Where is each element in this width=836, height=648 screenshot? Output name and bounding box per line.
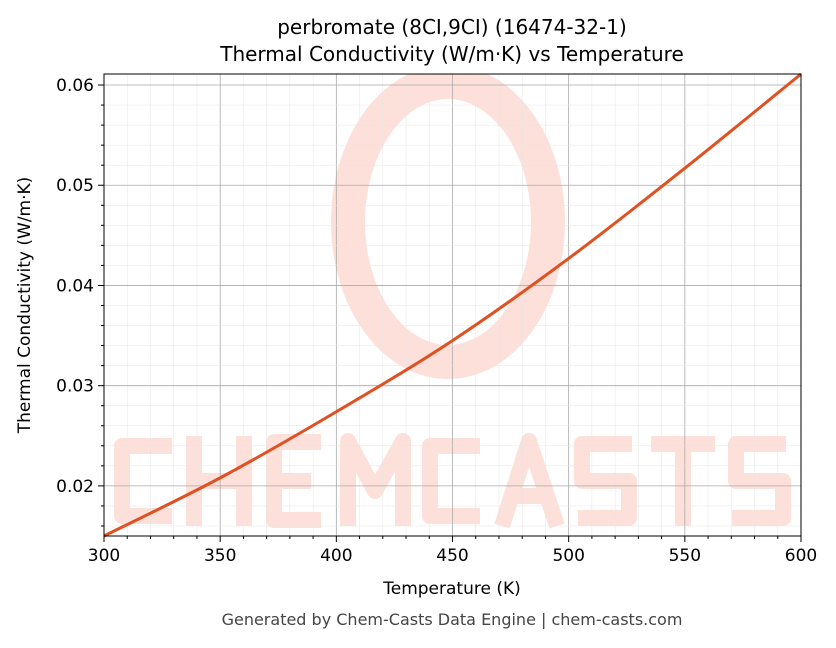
- series-line: [103, 72, 802, 538]
- y-tick-label: 0.04: [56, 276, 94, 296]
- series: [103, 72, 802, 538]
- y-axis-label: Thermal Conductivity (W/m·K): [15, 177, 35, 435]
- y-tick-label: 0.03: [56, 377, 94, 397]
- watermark-letter: [186, 436, 252, 526]
- watermark-lettering: [114, 433, 791, 529]
- watermark-letter: [651, 436, 715, 526]
- x-tick-label: 300: [88, 546, 120, 566]
- footer-text: Generated by Chem-Casts Data Engine | ch…: [222, 610, 683, 629]
- ticks: 300 350 400 450 500 550 600 0.02 0.03 0.04 0.05 0.0…: [56, 76, 817, 566]
- watermark-letter: [494, 433, 565, 529]
- x-tick-label: 450: [436, 546, 468, 566]
- y-tick-label: 0.02: [56, 477, 94, 497]
- watermark-letter: [266, 434, 321, 528]
- x-tick-label: 550: [669, 546, 701, 566]
- watermark-letter: [340, 433, 411, 526]
- x-tick-label: 400: [320, 546, 352, 566]
- chart-title-line1: perbromate (8CI,9CI) (16474-32-1): [277, 15, 627, 39]
- x-tick-label: 500: [552, 546, 584, 566]
- y-tick-label: 0.05: [56, 176, 94, 196]
- watermark-logo: [114, 74, 791, 529]
- chart-title-line2: Thermal Conductivity (W/m·K) vs Temperat…: [219, 42, 684, 66]
- y-tick-label: 0.06: [56, 76, 94, 96]
- grid: [103, 74, 802, 536]
- watermark-letter: [728, 436, 791, 526]
- x-tick-label: 350: [204, 546, 236, 566]
- x-tick-label: 600: [785, 546, 817, 566]
- watermark-letter: [574, 436, 637, 526]
- watermark-letter: [422, 438, 480, 524]
- x-axis-label: Temperature (K): [382, 579, 521, 599]
